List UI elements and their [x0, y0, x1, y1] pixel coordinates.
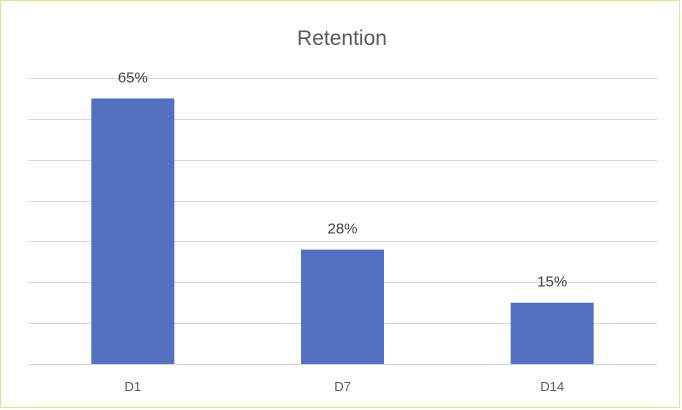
bar-d14 [510, 302, 594, 364]
data-labels: 65% 28% 15% [118, 69, 567, 290]
x-axis-tick-labels: D1 D7 D14 [125, 379, 565, 394]
bars [91, 98, 594, 364]
bar-d7 [301, 249, 384, 364]
data-label-d1: 65% [118, 69, 148, 86]
x-tick-label-d1: D1 [125, 379, 142, 394]
x-tick-label-d14: D14 [540, 379, 564, 394]
bar-d1 [91, 98, 175, 364]
data-label-d7: 28% [327, 221, 357, 238]
chart-title: Retention [297, 27, 387, 50]
data-label-d14: 15% [537, 274, 567, 291]
x-tick-label-d7: D7 [334, 379, 351, 394]
